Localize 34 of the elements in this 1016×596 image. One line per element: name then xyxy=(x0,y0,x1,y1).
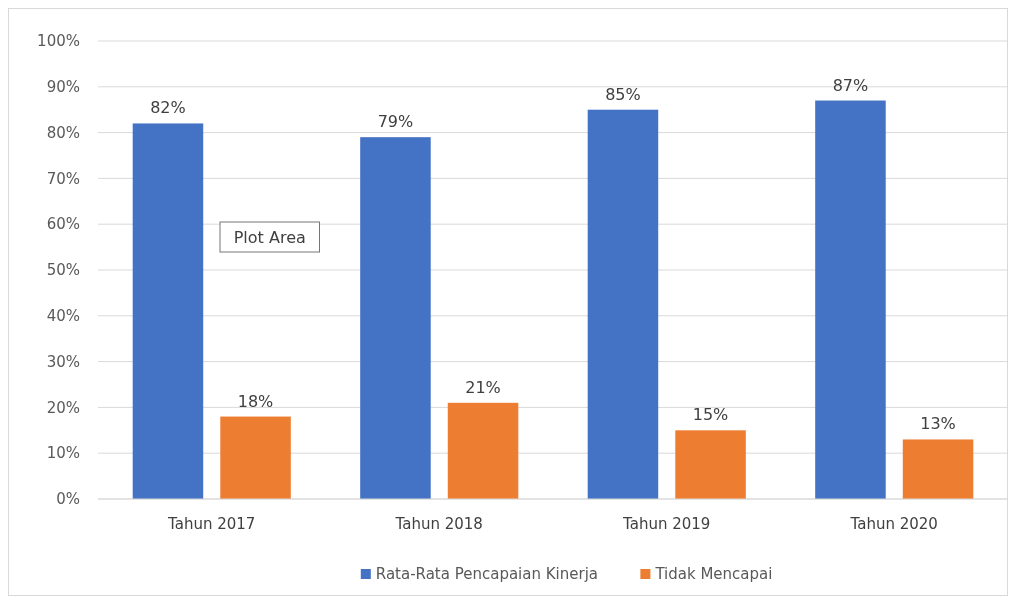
x-tick-label: Tahun 2017 xyxy=(167,515,256,533)
text: 18% xyxy=(237,391,274,411)
y-tick-label: 100% xyxy=(37,32,80,51)
y-tick-label: 80% xyxy=(46,123,80,142)
text: 82% xyxy=(150,98,186,118)
y-tick-label: 60% xyxy=(46,215,80,234)
x-tick-label: Tahun 2020 xyxy=(849,515,938,533)
x-tick-label: Tahun 2018 xyxy=(394,515,483,533)
x-tick-label: Tahun 2019 xyxy=(622,515,711,533)
bar xyxy=(132,123,204,499)
bar xyxy=(587,109,659,499)
y-tick-label: 50% xyxy=(46,261,80,280)
text: 21% xyxy=(465,377,501,397)
y-tick-label: 70% xyxy=(46,169,80,188)
text: 87% xyxy=(832,75,869,95)
text: 15% xyxy=(692,405,729,425)
annotation: Plot Area xyxy=(233,227,306,247)
text: 85% xyxy=(605,84,641,104)
bar xyxy=(902,439,974,499)
legend-label: Tidak Mencapai xyxy=(654,565,773,584)
y-tick-label: 0% xyxy=(56,490,80,509)
y-tick-label: 40% xyxy=(46,307,80,326)
text: 79% xyxy=(377,112,414,132)
bar xyxy=(675,430,746,499)
y-tick-label: 10% xyxy=(46,444,80,463)
bar xyxy=(447,402,519,499)
bar xyxy=(815,100,886,499)
y-tick-label: 20% xyxy=(46,398,80,417)
y-tick-label: 30% xyxy=(46,352,80,371)
bar xyxy=(360,137,431,499)
legend-label: Rata-Rata Pencapaian Kinerja xyxy=(375,565,598,584)
y-tick-label: 90% xyxy=(46,78,80,97)
text: 13% xyxy=(920,414,956,434)
bar xyxy=(220,416,291,499)
